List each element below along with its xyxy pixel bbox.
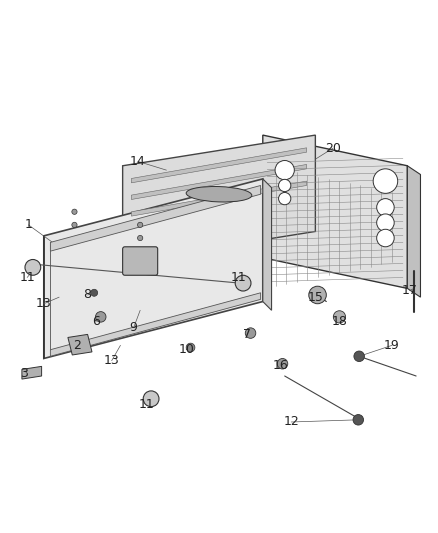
- Text: 3: 3: [20, 367, 28, 381]
- Circle shape: [245, 328, 256, 338]
- Text: 16: 16: [272, 359, 288, 372]
- Polygon shape: [131, 181, 307, 216]
- Text: 13: 13: [36, 297, 52, 310]
- Text: 11: 11: [139, 398, 155, 411]
- Polygon shape: [263, 135, 407, 288]
- Polygon shape: [123, 135, 315, 262]
- Polygon shape: [50, 293, 261, 356]
- Text: 12: 12: [283, 416, 299, 429]
- Circle shape: [72, 209, 77, 214]
- Text: 20: 20: [325, 142, 341, 155]
- Circle shape: [373, 169, 398, 193]
- Text: 17: 17: [402, 284, 417, 297]
- Polygon shape: [44, 179, 263, 359]
- Circle shape: [72, 222, 77, 228]
- Text: 11: 11: [231, 271, 247, 284]
- Text: 18: 18: [332, 315, 347, 328]
- Circle shape: [354, 351, 364, 361]
- Text: 19: 19: [384, 339, 400, 352]
- Circle shape: [377, 229, 394, 247]
- Text: 8: 8: [84, 288, 92, 302]
- Polygon shape: [22, 366, 42, 379]
- Circle shape: [377, 199, 394, 216]
- FancyBboxPatch shape: [123, 247, 158, 275]
- Text: 2: 2: [73, 339, 81, 352]
- Circle shape: [25, 260, 41, 275]
- Circle shape: [277, 359, 288, 369]
- Polygon shape: [407, 166, 420, 297]
- Circle shape: [186, 343, 195, 352]
- Circle shape: [138, 236, 143, 241]
- Text: 11: 11: [19, 271, 35, 284]
- Text: 10: 10: [178, 343, 194, 356]
- Circle shape: [91, 289, 98, 296]
- Circle shape: [235, 275, 251, 291]
- Circle shape: [143, 391, 159, 407]
- Circle shape: [138, 222, 143, 228]
- Circle shape: [333, 311, 346, 323]
- Text: 9: 9: [130, 321, 138, 334]
- Ellipse shape: [186, 187, 252, 202]
- Polygon shape: [68, 334, 92, 355]
- Polygon shape: [131, 165, 307, 199]
- Circle shape: [279, 179, 291, 191]
- Text: 15: 15: [307, 290, 323, 304]
- Circle shape: [353, 415, 364, 425]
- Polygon shape: [131, 148, 307, 183]
- Text: 6: 6: [92, 315, 100, 328]
- Circle shape: [95, 312, 106, 322]
- Polygon shape: [263, 179, 272, 310]
- Text: 1: 1: [25, 219, 32, 231]
- Text: 7: 7: [244, 328, 251, 341]
- Text: 14: 14: [130, 155, 146, 168]
- Text: 13: 13: [104, 354, 120, 367]
- Circle shape: [309, 286, 326, 304]
- Circle shape: [279, 192, 291, 205]
- Circle shape: [275, 160, 294, 180]
- Polygon shape: [50, 185, 261, 251]
- Circle shape: [377, 214, 394, 231]
